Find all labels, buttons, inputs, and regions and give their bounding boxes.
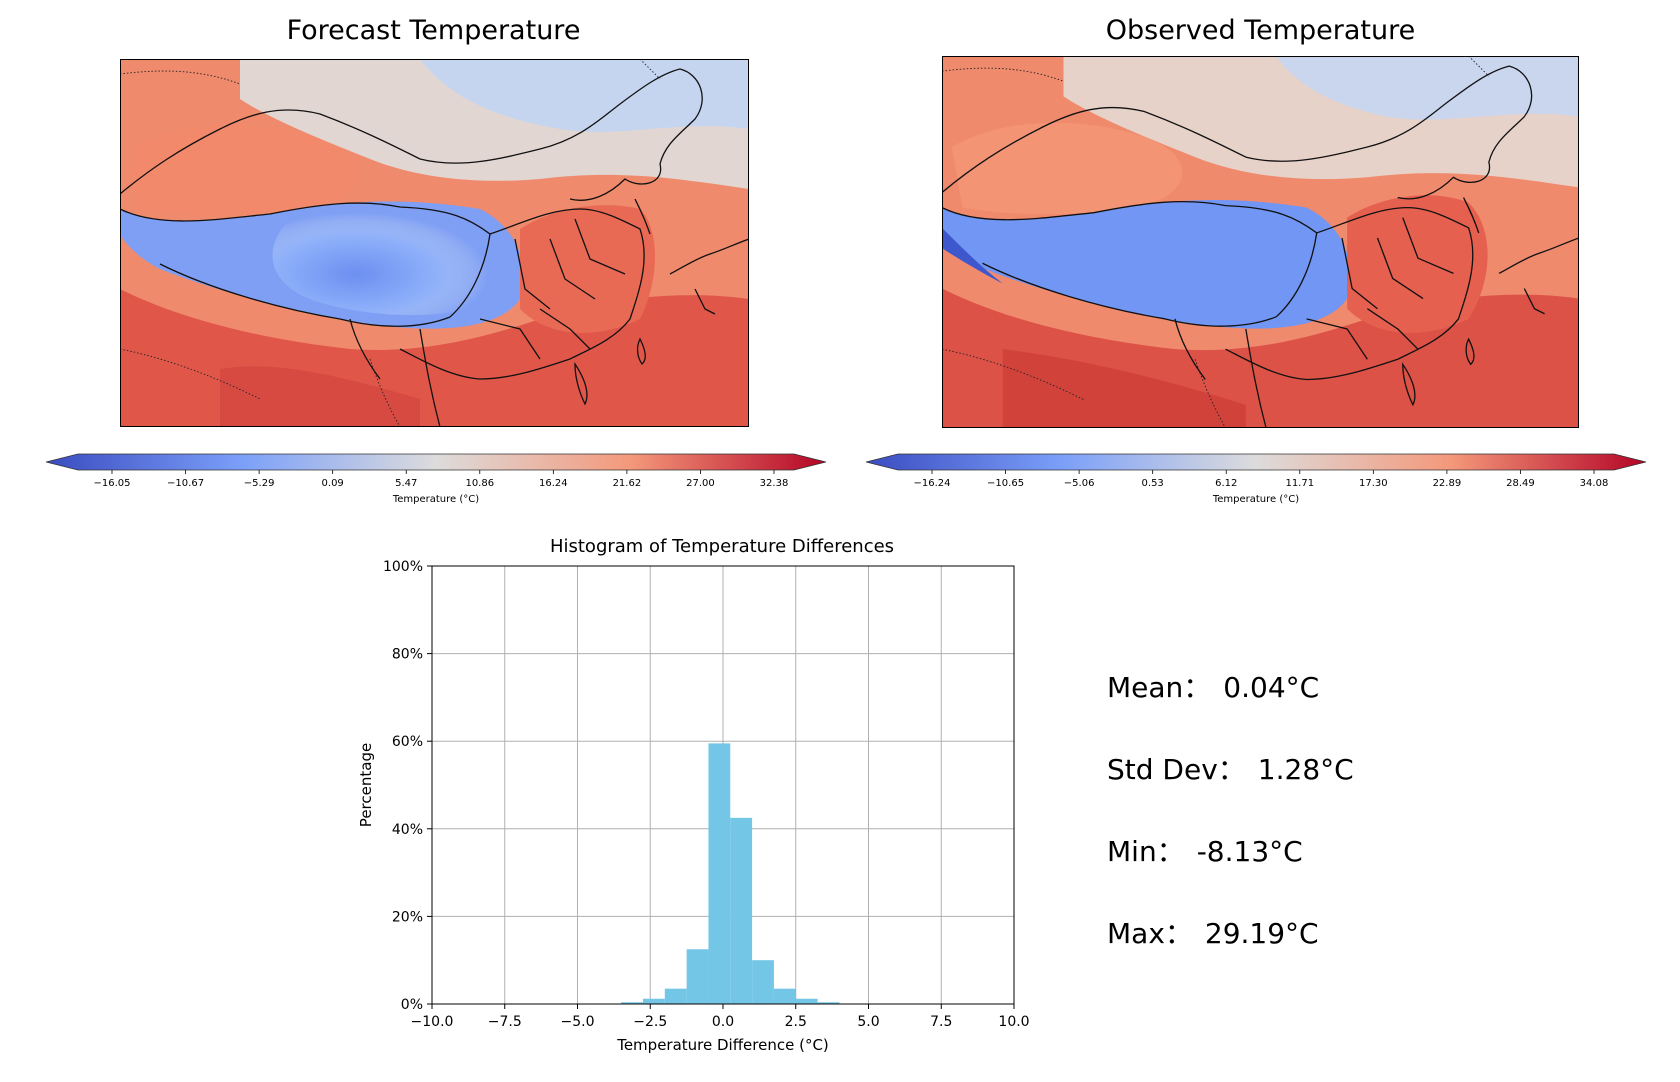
histogram-bar — [817, 1002, 840, 1004]
observed-colorbar: −16.24 −10.65 −5.06 0.53 6.12 11.71 17.30 22.89… — [866, 453, 1646, 489]
stat-mean: Mean： 0.04°C — [1107, 666, 1319, 706]
histogram-bar — [642, 998, 665, 1004]
observed-colorbar-tick-label: 0.53 — [1142, 478, 1164, 489]
stat-min: Min： -8.13°C — [1107, 830, 1303, 870]
histogram-bar — [686, 949, 709, 1004]
histogram-bar — [708, 743, 731, 1004]
histogram-chart: Histogram of Temperature Differences −10… — [357, 536, 1030, 1054]
observed-colorbar-tick-label: 11.71 — [1285, 478, 1314, 489]
stat-min-label: Min： — [1107, 835, 1185, 868]
stat-max: Max： 29.19°C — [1107, 912, 1319, 952]
histogram-title: Histogram of Temperature Differences — [550, 536, 894, 557]
stat-std-value: 1.28°C — [1257, 753, 1354, 786]
forecast-map-title: Forecast Temperature — [286, 15, 581, 46]
forecast-colorbar-tick-label: 5.47 — [395, 478, 417, 489]
forecast-colorbar-tick-label: 0.09 — [322, 478, 344, 489]
histogram-x-label: Temperature Difference (°C) — [616, 1036, 829, 1054]
stat-mean-label: Mean： — [1107, 671, 1212, 704]
histogram-bar — [795, 998, 818, 1004]
observed-colorbar-tick-label: −10.65 — [987, 478, 1024, 489]
observed-colorbar-tick-label: 6.12 — [1215, 478, 1237, 489]
histogram-y-tick-label: 40% — [392, 822, 423, 838]
stat-max-label: Max： — [1107, 917, 1193, 950]
forecast-colorbar-tick-label: 10.86 — [465, 478, 494, 489]
observed-colorbar-tick-label: 17.30 — [1359, 478, 1388, 489]
histogram-x-tick-label: −5.0 — [561, 1014, 595, 1030]
histogram-x-tick-label: 10.0 — [998, 1014, 1029, 1030]
forecast-colorbar-tick-label: 32.38 — [760, 478, 789, 489]
stat-std-label: Std Dev： — [1107, 753, 1246, 786]
forecast-colorbar-tick-label: 27.00 — [686, 478, 715, 489]
histogram-x-tick-label: 7.5 — [930, 1014, 952, 1030]
observed-colorbar-label: Temperature (°C) — [1212, 494, 1300, 505]
histogram-y-tick-label: 60% — [392, 734, 423, 750]
observed-colorbar-tick-label: 34.08 — [1580, 478, 1609, 489]
histogram-bar — [752, 960, 774, 1004]
observed-map-title: Observed Temperature — [1105, 15, 1416, 46]
forecast-colorbar-label: Temperature (°C) — [392, 494, 480, 505]
histogram-x-tick-label: 2.5 — [785, 1014, 807, 1030]
observed-colorbar-tick-label: 22.89 — [1433, 478, 1462, 489]
stat-mean-value: 0.04°C — [1223, 671, 1320, 704]
histogram-bars — [577, 743, 862, 1004]
stat-std: Std Dev： 1.28°C — [1107, 748, 1354, 788]
stat-max-value: 29.19°C — [1204, 917, 1319, 950]
forecast-colorbar-tick-label: 21.62 — [613, 478, 642, 489]
histogram-x-tick-label: −10.0 — [411, 1014, 454, 1030]
forecast-colorbar-tick-label: 16.24 — [539, 478, 568, 489]
histogram-y-tick-label: 0% — [401, 997, 423, 1013]
histogram-x-tick-label: 5.0 — [857, 1014, 879, 1030]
forecast-colorbar-tick-label: −5.29 — [244, 478, 275, 489]
histogram-bar — [773, 988, 796, 1004]
histogram-y-ticks: 0% 20% 40% 60% 80% 100% — [383, 559, 432, 1013]
histogram-bar — [621, 1002, 643, 1004]
forecast-colorbar-tick-label: −10.67 — [167, 478, 204, 489]
histogram-x-tick-label: −7.5 — [488, 1014, 522, 1030]
observed-colorbar-tick-label: 28.49 — [1506, 478, 1535, 489]
forecast-colorbar-tick-label: −16.05 — [93, 478, 130, 489]
histogram-bar — [730, 817, 753, 1004]
histogram-x-ticks: −10.0 −7.5 −5.0 −2.5 0.0 2.5 5.0 7.5 10.0 — [411, 1004, 1030, 1030]
observed-map — [942, 56, 1579, 428]
observed-colorbar-tick-label: −5.06 — [1064, 478, 1095, 489]
observed-colorbar-tick-label: −16.24 — [913, 478, 950, 489]
histogram-y-tick-label: 80% — [392, 647, 423, 663]
histogram-y-label: Percentage — [357, 743, 375, 827]
histogram-x-tick-label: 0.0 — [712, 1014, 734, 1030]
histogram-bar — [664, 988, 687, 1004]
histogram-x-tick-label: −2.5 — [633, 1014, 667, 1030]
stat-min-value: -8.13°C — [1196, 835, 1303, 868]
histogram-y-tick-label: 100% — [383, 559, 423, 575]
forecast-map — [120, 59, 749, 427]
forecast-colorbar: −16.05 −10.67 −5.29 0.09 5.47 10.86 16.24 21.62… — [46, 453, 826, 489]
histogram-y-tick-label: 20% — [392, 909, 423, 925]
